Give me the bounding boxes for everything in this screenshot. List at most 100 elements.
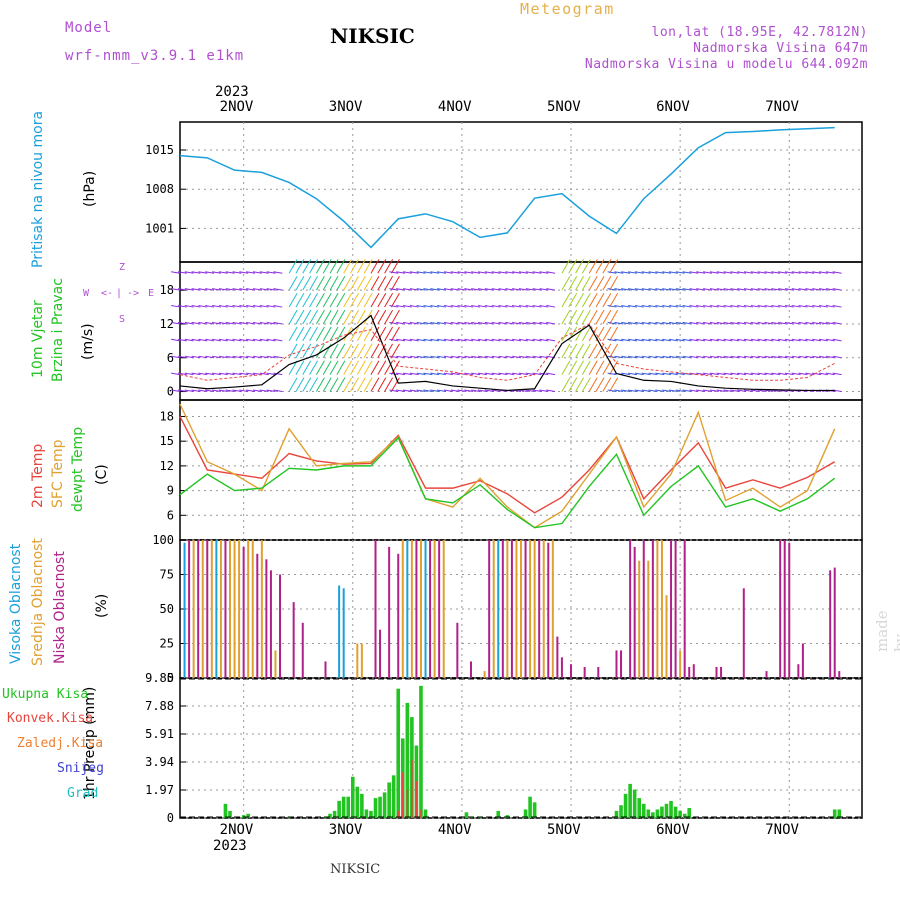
wind-arrow <box>689 271 699 274</box>
cloud-bar <box>215 540 218 678</box>
wind-arrow <box>402 305 412 308</box>
wind-arrow <box>546 338 556 342</box>
wind-arrow <box>778 372 788 376</box>
wind-arrow <box>771 338 781 342</box>
wind-arrow <box>818 321 828 325</box>
wind-arrow <box>595 259 605 274</box>
wind-arrow <box>561 377 571 392</box>
cloud-bar <box>660 540 663 678</box>
wind-arrow <box>505 355 515 359</box>
cloud-bar <box>551 540 554 678</box>
pressure-line <box>179 126 835 249</box>
wind-arrow <box>336 309 346 325</box>
precip-conv-bar <box>401 772 404 818</box>
wind-arrow <box>581 259 591 274</box>
wind-arrow <box>498 271 508 274</box>
wind-arrow <box>396 271 406 274</box>
temp-line-1 <box>179 403 836 529</box>
wind-arrow <box>350 292 359 308</box>
year-bottom: 2023 <box>213 838 247 854</box>
wind-arrow <box>784 321 794 325</box>
cloud-bar <box>620 650 623 678</box>
wind-arrow <box>177 271 187 274</box>
wind-arrow <box>471 338 481 342</box>
wind-arrow <box>750 372 760 376</box>
cloud-bar <box>556 636 559 678</box>
wind-arrow <box>198 305 208 308</box>
precip-ytick-label: 1.97 <box>145 783 174 797</box>
wind-arrow <box>389 305 399 308</box>
wind-arrow <box>363 343 373 359</box>
wind-arrow <box>322 326 332 342</box>
precip-bar <box>628 783 632 818</box>
compass-s: S <box>119 314 126 325</box>
wind-arrow <box>812 372 822 376</box>
wind-arrow <box>561 360 571 375</box>
wind-arrow <box>682 321 692 325</box>
wind-arrow <box>464 338 474 342</box>
wind-arrow <box>561 326 571 342</box>
wind-arrow <box>309 309 319 325</box>
cloud-bar <box>501 540 504 678</box>
cloud-bar <box>188 540 191 678</box>
wind-arrow <box>184 288 194 291</box>
wind-arrow <box>730 305 740 308</box>
cloud-bar <box>492 540 495 678</box>
wind-arrow <box>737 271 747 274</box>
wind-arrow <box>655 288 665 291</box>
wind-arrow <box>607 338 617 342</box>
wind-arrow <box>457 288 467 291</box>
wind-arrow <box>784 372 794 376</box>
wind-arrow <box>377 377 387 392</box>
wind-arrow <box>525 338 535 342</box>
wind-arrow <box>450 372 460 376</box>
wind-arrow <box>588 259 598 274</box>
wind-arrow <box>641 372 651 376</box>
wind-arrow <box>302 292 312 308</box>
day-label-bottom: 2NOV <box>219 822 254 838</box>
wind-arrow <box>389 372 399 376</box>
wind-arrow <box>198 355 208 359</box>
wind-arrow <box>443 355 453 359</box>
wind-arrow <box>709 321 719 325</box>
wind-arrow <box>246 305 256 308</box>
precip-bar <box>350 776 355 818</box>
wind-arrow <box>363 326 373 342</box>
wind-arrow <box>329 276 339 291</box>
wind-arrow <box>259 338 269 342</box>
wind-arrow <box>322 292 332 308</box>
wind-arrow <box>491 305 501 308</box>
wind-arrow <box>512 372 522 376</box>
wind-arrow <box>423 338 433 342</box>
wind-arrow <box>581 377 591 392</box>
wind-arrow <box>205 305 215 308</box>
wind-arrow <box>568 377 578 392</box>
wind-arrow <box>396 305 406 308</box>
temp-ytick-label: 6 <box>167 508 174 522</box>
wind-arrow <box>384 377 394 392</box>
cloud-bar <box>497 540 500 678</box>
wind-arrow <box>546 305 556 308</box>
wind-arrow <box>668 389 678 393</box>
wind-arrow <box>484 321 494 325</box>
day-label-top: 4NOV <box>437 99 472 115</box>
wind-arrow <box>609 292 619 308</box>
wind-arrow <box>363 309 373 325</box>
wind-arrow <box>471 389 481 393</box>
wind-arrow <box>805 271 815 274</box>
wind-arrow <box>430 355 440 359</box>
wind-arrow <box>648 321 658 325</box>
wind-arrow <box>211 355 222 359</box>
wind-arrow <box>389 389 399 393</box>
wind-arrow <box>798 271 808 274</box>
wind-arrow <box>614 321 624 325</box>
legend-hail: Grad <box>67 786 99 801</box>
wind-arrow <box>668 338 678 342</box>
wind-arrow <box>266 271 276 274</box>
wind-arrow <box>384 276 394 291</box>
wind-arrow <box>805 321 815 325</box>
wind-arrow <box>177 288 187 291</box>
wind-arrow <box>437 288 447 291</box>
wind-arrow <box>457 389 467 393</box>
wind-arrow <box>350 309 359 325</box>
